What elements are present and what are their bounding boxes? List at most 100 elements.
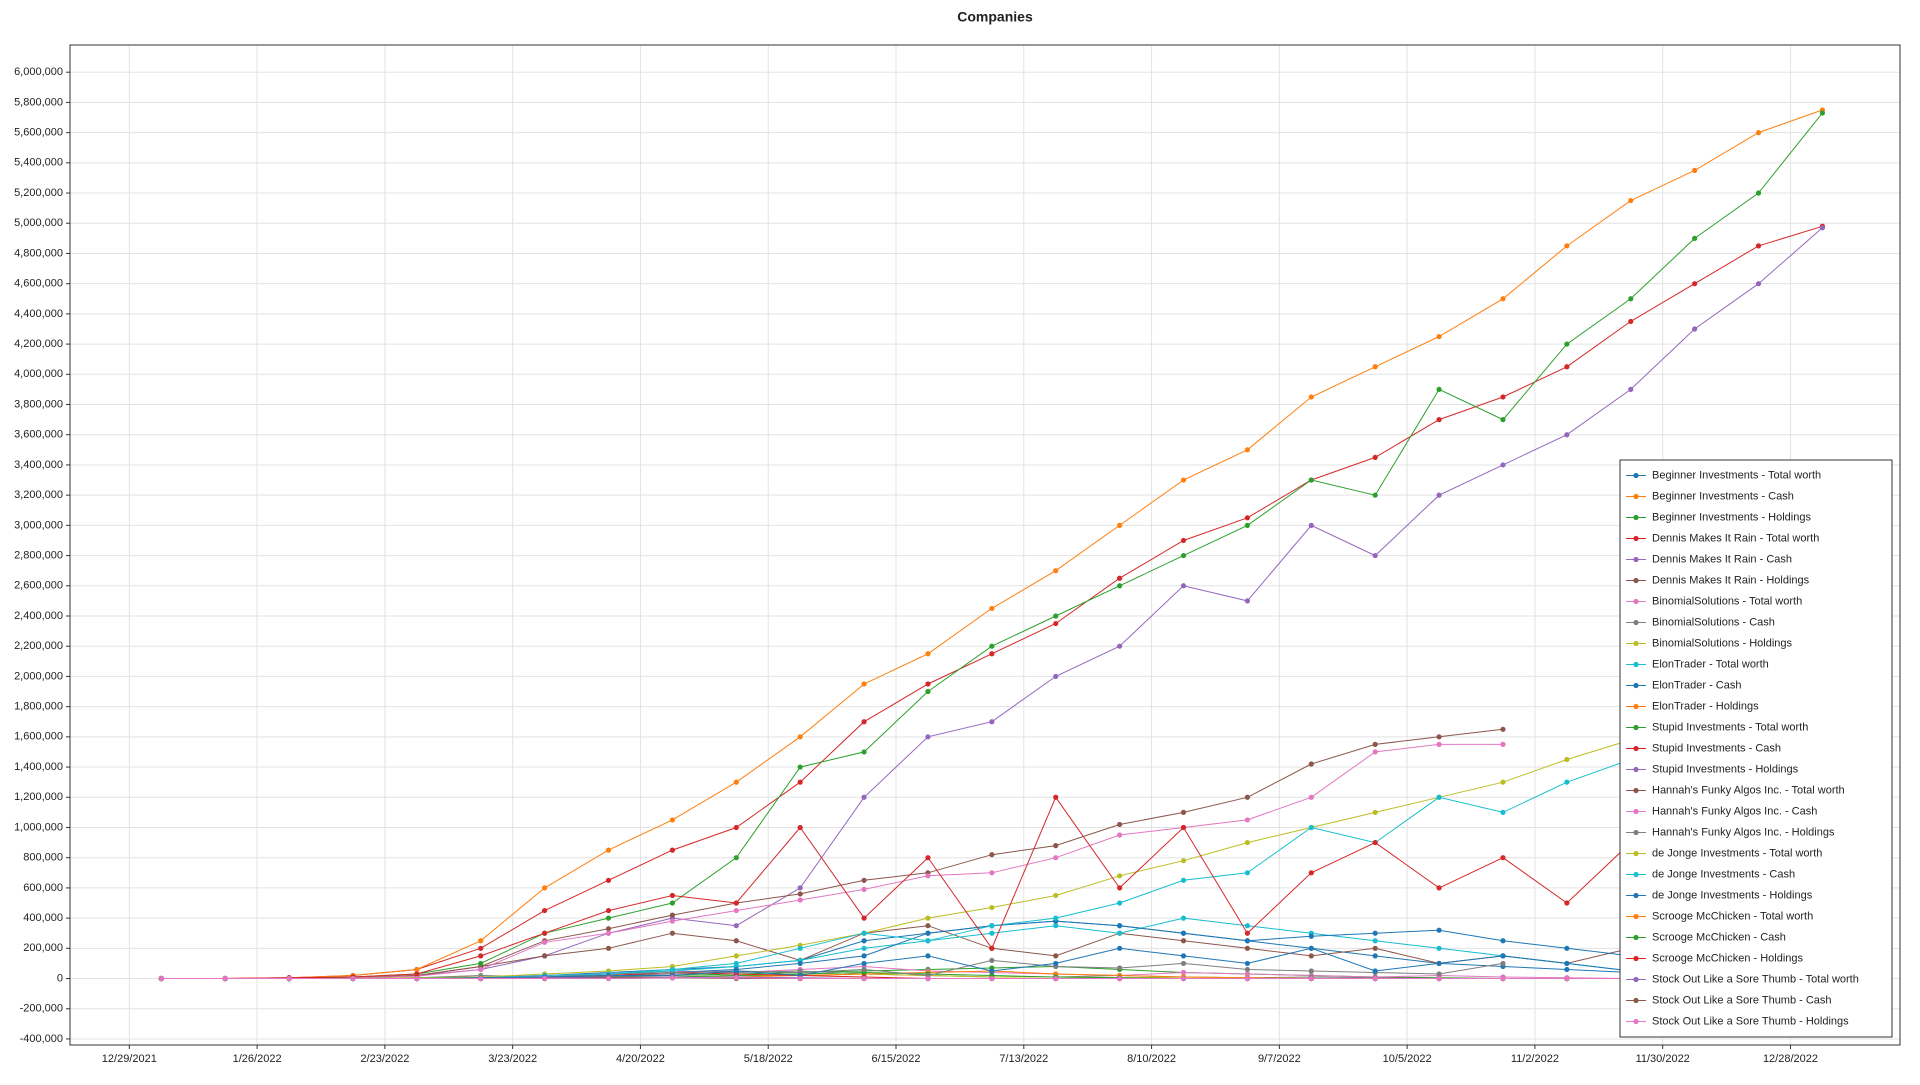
data-point	[1500, 417, 1506, 423]
data-point	[861, 960, 867, 967]
data-point	[1117, 575, 1123, 581]
legend-marker	[1633, 535, 1639, 542]
data-point	[478, 953, 484, 959]
x-tick-label: 10/5/2022	[1383, 1053, 1432, 1065]
series-line	[161, 109, 1823, 979]
data-point	[861, 794, 867, 800]
x-tick-label: 5/18/2022	[744, 1053, 793, 1065]
data-point	[1244, 938, 1251, 944]
legend-marker	[1633, 619, 1639, 626]
data-point	[222, 975, 228, 982]
data-point	[1372, 839, 1378, 846]
y-tick-label: 3,000,000	[14, 519, 63, 531]
data-point	[1308, 968, 1314, 974]
data-point	[1500, 394, 1506, 400]
data-point	[1436, 417, 1442, 423]
y-tick-label: 600,000	[23, 882, 63, 894]
legend-label: de Jonge Investments - Cash	[1652, 868, 1795, 880]
data-point	[1372, 968, 1378, 974]
data-point	[542, 885, 548, 891]
data-point	[1053, 673, 1059, 680]
y-tick-label: 3,800,000	[14, 398, 63, 410]
series-line	[161, 112, 1823, 979]
legend-marker	[1633, 682, 1639, 689]
legend-label: Stock Out Like a Sore Thumb - Total wort…	[1652, 973, 1859, 985]
y-tick-label: 1,400,000	[14, 761, 63, 773]
legend-label: ElonTrader - Cash	[1652, 679, 1741, 691]
data-point	[1053, 892, 1059, 899]
data-point	[1500, 741, 1506, 747]
series-line	[161, 739, 1631, 979]
data-point	[797, 960, 803, 967]
legend-label: Dennis Makes It Rain - Total worth	[1652, 532, 1819, 544]
data-point	[1564, 960, 1570, 967]
data-point	[542, 939, 548, 945]
data-point	[1053, 794, 1059, 800]
legend-marker	[1633, 787, 1639, 794]
data-point	[414, 975, 420, 982]
data-point	[1436, 927, 1442, 933]
data-point	[542, 953, 548, 959]
data-point	[1564, 756, 1570, 763]
data-point	[1372, 938, 1378, 944]
data-point	[605, 930, 612, 936]
data-point	[1308, 824, 1314, 831]
data-point	[1372, 975, 1378, 982]
data-point	[1180, 809, 1187, 815]
data-point	[478, 960, 484, 967]
y-tick-label: 4,200,000	[14, 338, 63, 350]
data-point	[861, 953, 867, 959]
data-point	[861, 681, 867, 687]
data-point	[925, 915, 931, 921]
data-point	[1372, 930, 1378, 936]
legend-marker	[1633, 976, 1639, 983]
data-point	[1436, 885, 1442, 891]
data-point	[797, 764, 803, 770]
y-tick-label: 2,000,000	[14, 670, 63, 682]
data-point	[925, 688, 931, 695]
data-point	[605, 847, 612, 853]
data-point	[1500, 975, 1506, 982]
data-point	[797, 945, 803, 951]
data-point	[1564, 243, 1570, 249]
data-point	[1244, 971, 1251, 977]
data-point	[925, 734, 931, 740]
x-tick-label: 8/10/2022	[1127, 1053, 1176, 1065]
data-point	[1436, 734, 1442, 740]
data-point	[1372, 454, 1378, 460]
data-point	[797, 885, 803, 891]
data-point	[733, 968, 739, 974]
legend-marker	[1633, 493, 1639, 500]
data-point	[797, 975, 803, 982]
data-point	[989, 605, 995, 612]
legend-marker	[1633, 577, 1639, 584]
data-point	[1180, 583, 1187, 589]
legend-label: Beginner Investments - Total worth	[1652, 469, 1821, 481]
data-point	[989, 957, 995, 964]
data-point	[861, 877, 867, 883]
y-tick-label: 5,200,000	[14, 187, 63, 199]
data-point	[1500, 296, 1506, 302]
data-point	[925, 930, 931, 936]
y-tick-label: 2,600,000	[14, 580, 63, 592]
legend-label: Hannah's Funky Algos Inc. - Holdings	[1652, 826, 1835, 838]
data-point	[478, 966, 484, 973]
legend-label: Scrooge McChicken - Total worth	[1652, 910, 1813, 922]
data-point	[1755, 190, 1762, 196]
data-point	[1436, 386, 1442, 393]
y-tick-label: 200,000	[23, 942, 63, 954]
x-tick-label: 9/7/2022	[1258, 1053, 1301, 1065]
data-point	[1564, 966, 1570, 973]
data-point	[1244, 870, 1251, 876]
legend-label: Hannah's Funky Algos Inc. - Cash	[1652, 805, 1817, 817]
data-point	[1180, 930, 1187, 936]
data-point	[1819, 110, 1826, 116]
data-point	[1500, 855, 1506, 861]
data-point	[1692, 235, 1698, 241]
data-point	[1436, 492, 1442, 498]
series-line	[161, 743, 1503, 979]
y-tick-label: 5,400,000	[14, 157, 63, 169]
data-point	[1436, 971, 1442, 977]
data-point	[669, 918, 675, 924]
data-point	[1372, 552, 1378, 559]
